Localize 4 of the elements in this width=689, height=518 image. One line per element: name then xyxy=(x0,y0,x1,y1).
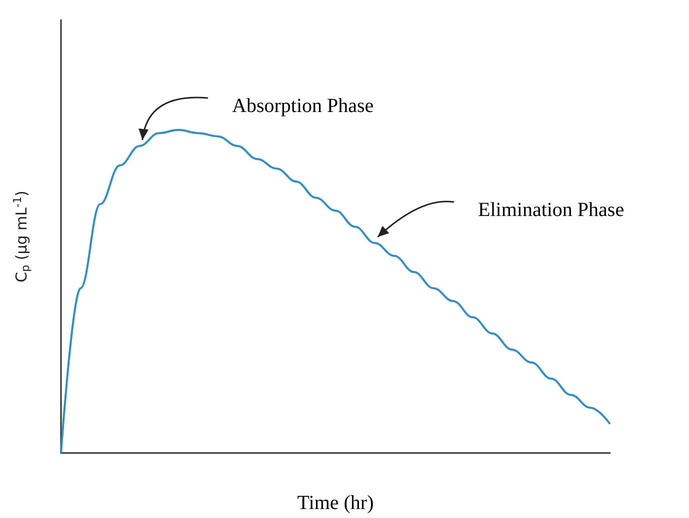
y-axis-title: Cp (μg mL-1) xyxy=(11,190,32,282)
x-axis-title: Time (hr) xyxy=(297,492,374,514)
annotation: Elimination Phase xyxy=(478,199,624,221)
text: Absorption Phase xyxy=(232,95,374,117)
